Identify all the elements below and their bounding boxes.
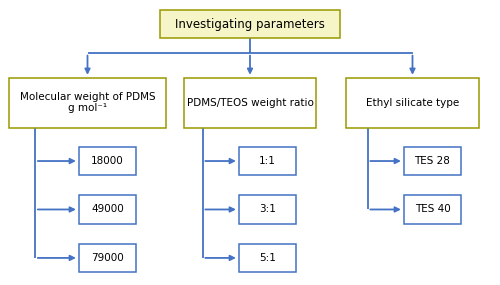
FancyBboxPatch shape (79, 195, 136, 224)
FancyBboxPatch shape (239, 195, 296, 224)
Text: 1:1: 1:1 (259, 156, 276, 166)
Text: Ethyl silicate type: Ethyl silicate type (366, 97, 459, 108)
Text: Investigating parameters: Investigating parameters (175, 18, 325, 31)
FancyBboxPatch shape (404, 147, 461, 175)
Text: 79000: 79000 (91, 253, 124, 263)
FancyBboxPatch shape (79, 147, 136, 175)
FancyBboxPatch shape (160, 10, 340, 38)
FancyBboxPatch shape (184, 78, 316, 128)
Text: TES 28: TES 28 (414, 156, 450, 166)
FancyBboxPatch shape (79, 244, 136, 272)
Text: 3:1: 3:1 (259, 204, 276, 215)
FancyBboxPatch shape (239, 147, 296, 175)
Text: TES 40: TES 40 (414, 204, 450, 215)
Text: 18000: 18000 (91, 156, 124, 166)
Text: PDMS/TEOS weight ratio: PDMS/TEOS weight ratio (186, 97, 314, 108)
FancyBboxPatch shape (404, 195, 461, 224)
Text: Molecular weight of PDMS
g mol⁻¹: Molecular weight of PDMS g mol⁻¹ (20, 92, 156, 113)
FancyBboxPatch shape (8, 78, 166, 128)
FancyBboxPatch shape (346, 78, 478, 128)
FancyBboxPatch shape (239, 244, 296, 272)
Text: 5:1: 5:1 (259, 253, 276, 263)
Text: 49000: 49000 (91, 204, 124, 215)
